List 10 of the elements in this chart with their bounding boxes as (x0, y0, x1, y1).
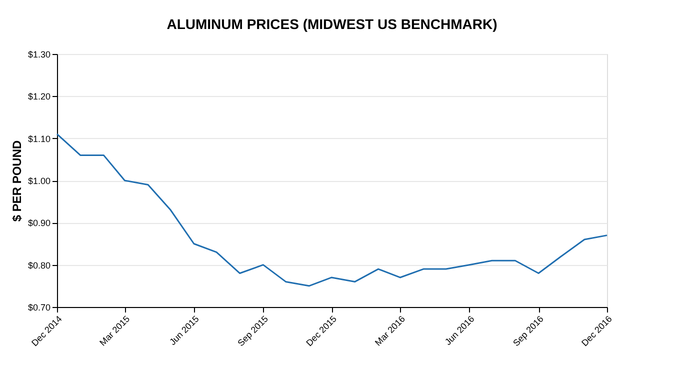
y-tick-label: $0.70 (28, 302, 50, 312)
y-tick-label: $0.90 (28, 218, 50, 228)
y-tick-label: $1.30 (28, 50, 50, 60)
chart-title: ALUMINUM PRICES (MIDWEST US BENCHMARK) (166, 16, 498, 32)
y-tick-label: $0.80 (28, 260, 50, 270)
line-series (56, 133, 608, 287)
y-tick-label: $1.20 (28, 92, 50, 102)
y-tick-label: $1.00 (28, 176, 50, 186)
y-tick-label: $1.10 (28, 134, 50, 144)
y-axis-title: $ PER POUND (10, 140, 24, 222)
